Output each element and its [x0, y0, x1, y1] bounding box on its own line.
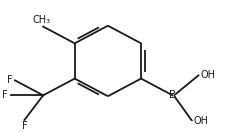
Text: F: F	[7, 75, 12, 85]
Text: F: F	[22, 121, 27, 131]
Text: B: B	[169, 90, 176, 100]
Text: CH₃: CH₃	[33, 15, 51, 25]
Text: F: F	[2, 90, 8, 100]
Text: OH: OH	[200, 70, 215, 80]
Text: OH: OH	[194, 116, 209, 126]
